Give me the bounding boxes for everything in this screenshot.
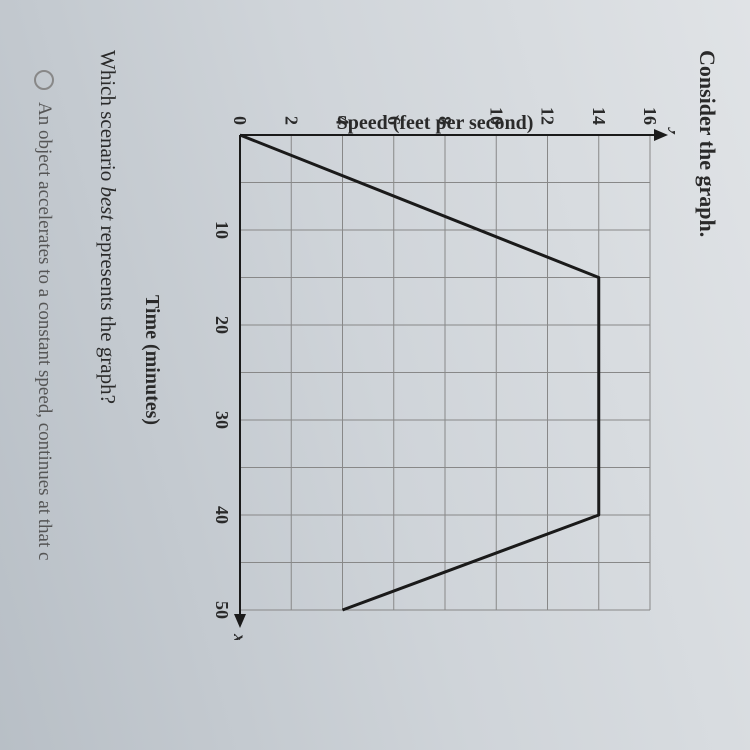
radio-icon[interactable]	[34, 70, 54, 90]
chart-svg: 02468101214161020304050yx	[195, 80, 675, 640]
svg-text:x: x	[230, 633, 250, 640]
svg-text:2: 2	[281, 116, 301, 125]
svg-text:14: 14	[589, 107, 609, 125]
option-label: An object accelerates to a constant spee…	[33, 102, 55, 560]
heading-text: Consider the graph.	[694, 50, 720, 237]
svg-text:y: y	[668, 127, 675, 138]
page-background: Consider the graph. Speed (feet per seco…	[0, 0, 750, 750]
svg-text:50: 50	[212, 601, 232, 619]
svg-text:40: 40	[212, 506, 232, 524]
svg-text:10: 10	[212, 221, 232, 239]
question-suffix: represents the graph?	[96, 220, 120, 404]
svg-text:12: 12	[538, 107, 558, 125]
svg-text:0: 0	[230, 116, 250, 125]
svg-text:30: 30	[212, 411, 232, 429]
y-axis-label: Speed (feet per second)	[337, 112, 534, 135]
question-prefix: Which scenario	[96, 50, 120, 186]
svg-text:20: 20	[212, 316, 232, 334]
option-row[interactable]: An object accelerates to a constant spee…	[33, 70, 55, 560]
question-text: Which scenario best represents the graph…	[95, 50, 120, 404]
x-axis-label: Time (minutes)	[140, 295, 163, 425]
chart-container: Speed (feet per second) Time (minutes) 0…	[195, 80, 675, 640]
question-italic: best	[96, 186, 120, 220]
svg-text:16: 16	[640, 107, 660, 125]
